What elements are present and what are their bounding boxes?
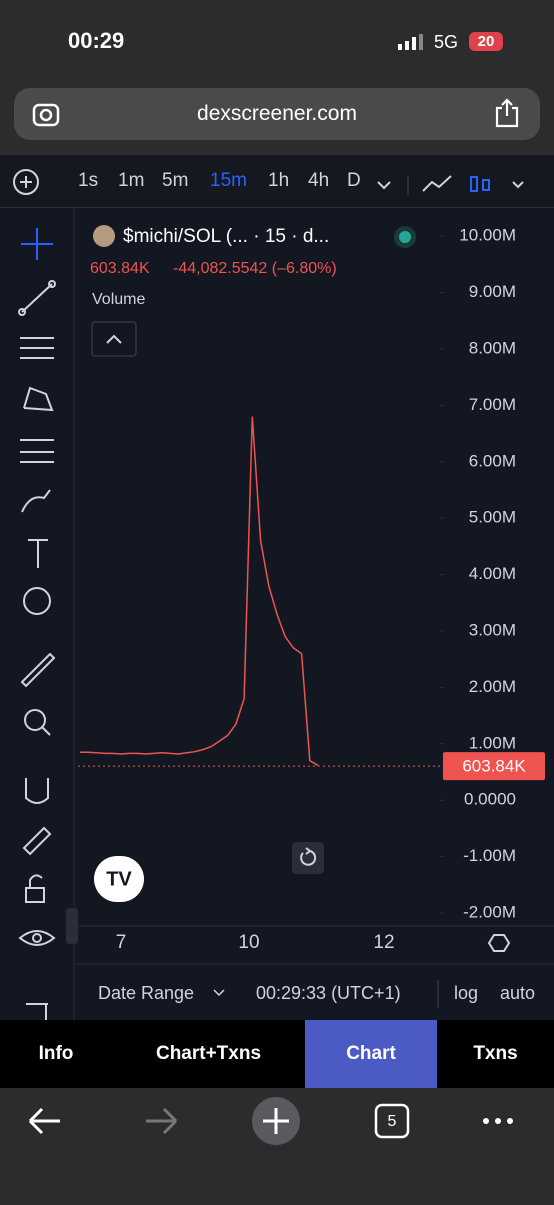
signal-icon (398, 34, 423, 50)
y-tick-label: -2.00M (463, 903, 516, 922)
nav-icons: 5 (28, 1097, 513, 1145)
chart-bg (73, 208, 554, 1020)
interval[interactable]: 5m (162, 170, 189, 191)
forward (146, 1107, 178, 1135)
tab-label[interactable]: Txns (473, 1043, 518, 1064)
x-tick-label: 10 (238, 932, 259, 953)
chart-panel: $michi/SOL (... · 15 · d... 603.84K -44,… (0, 208, 554, 1020)
tab-label[interactable]: Info (38, 1043, 74, 1064)
tab[interactable]: Info (0, 1020, 112, 1088)
token-avatar (93, 225, 115, 247)
url-bar[interactable]: dexscreener.com (14, 88, 540, 140)
date-range[interactable]: Date Range (98, 983, 194, 1003)
y-tick-label: 6.00M (469, 451, 516, 470)
tab-count[interactable]: 5 (388, 1113, 397, 1130)
last-price-tag (443, 752, 545, 781)
y-tick-label: 9.00M (469, 282, 516, 301)
y-tick-label: 2.00M (469, 677, 516, 696)
volume-label: Volume (92, 291, 145, 308)
y-tick-label: 10.00M (459, 226, 516, 245)
interval[interactable]: 4h (308, 170, 330, 191)
last-price: 603.84K (90, 260, 150, 277)
drawing-tools[interactable] (18, 228, 56, 1020)
share-icon[interactable] (494, 98, 520, 128)
y-tick-label: -1.00M (463, 846, 516, 865)
browser-nav: 5 (0, 1088, 554, 1200)
network: 5G (434, 32, 459, 52)
tv-logo-text: TV (106, 868, 132, 890)
chevron[interactable] (213, 989, 225, 997)
more[interactable] (495, 1118, 501, 1124)
tabs-button[interactable] (374, 1103, 410, 1139)
time: 00:29 (68, 28, 125, 53)
back[interactable] (28, 1107, 60, 1135)
y-tick-label: 8.00M (469, 338, 516, 357)
tab-bar: Info Chart+Txns Chart Txns (0, 1020, 554, 1088)
last-price-label: 603.84K (462, 757, 526, 776)
symbol: $michi/SOL (... · 15 · d... (123, 226, 329, 247)
clock: 00:29:33 (UTC+1) (256, 983, 401, 1003)
status-dot (399, 231, 411, 243)
interval[interactable]: 1h (268, 170, 290, 191)
new-tab-icon[interactable] (263, 1108, 289, 1134)
log-toggle[interactable]: log (454, 983, 478, 1003)
y-tick-label: 7.00M (469, 395, 516, 414)
y-tick-label: 5.00M (469, 508, 516, 527)
interval[interactable]: D (347, 170, 361, 191)
price-change: -44,082.5542 (–6.80%) (173, 260, 337, 277)
tab-label[interactable]: Chart+Txns (155, 1043, 262, 1064)
collapse-icon[interactable] (106, 334, 122, 344)
battery: 20 (469, 32, 503, 51)
y-tick-label: 4.00M (469, 564, 516, 583)
tab[interactable]: Chart+Txns (112, 1020, 305, 1088)
settings-icon[interactable] (487, 934, 511, 952)
auto-toggle[interactable]: auto (500, 983, 535, 1003)
chart: $michi/SOL (... · 15 · d... 603.84K -44,… (18, 208, 554, 1020)
y-tick-label: 3.00M (469, 621, 516, 640)
interval-toolbar: 1s 1m 5m 15m 1h 4h D (0, 155, 554, 208)
reset-icon[interactable] (300, 847, 317, 866)
x-tick-label: 7 (116, 932, 127, 953)
tab[interactable]: Txns (437, 1020, 554, 1088)
chart-type-icons[interactable] (375, 175, 554, 195)
tab[interactable]: Chart (305, 1020, 437, 1088)
url[interactable]: dexscreener.com (197, 102, 357, 125)
collapse-button[interactable] (91, 321, 137, 357)
interval[interactable]: 15m (210, 170, 247, 191)
interval[interactable]: 1s (78, 170, 99, 191)
x-tick-label: 12 (373, 932, 394, 953)
y-tick-label: 0.0000 (464, 790, 516, 809)
tab-label[interactable]: Chart (346, 1043, 396, 1064)
collapse-toolbar[interactable] (66, 908, 78, 944)
price-line (80, 416, 319, 766)
more[interactable] (507, 1118, 513, 1124)
reset-button[interactable] (292, 842, 324, 874)
add-indicator[interactable] (12, 168, 40, 196)
status-bar: 00:29 5G 20 (0, 0, 554, 80)
lens-icon[interactable] (32, 101, 60, 127)
more[interactable] (483, 1118, 489, 1124)
tv-logo (94, 856, 144, 902)
interval[interactable]: 1m (118, 170, 145, 191)
y-tick-label: 1.00M (469, 733, 516, 752)
